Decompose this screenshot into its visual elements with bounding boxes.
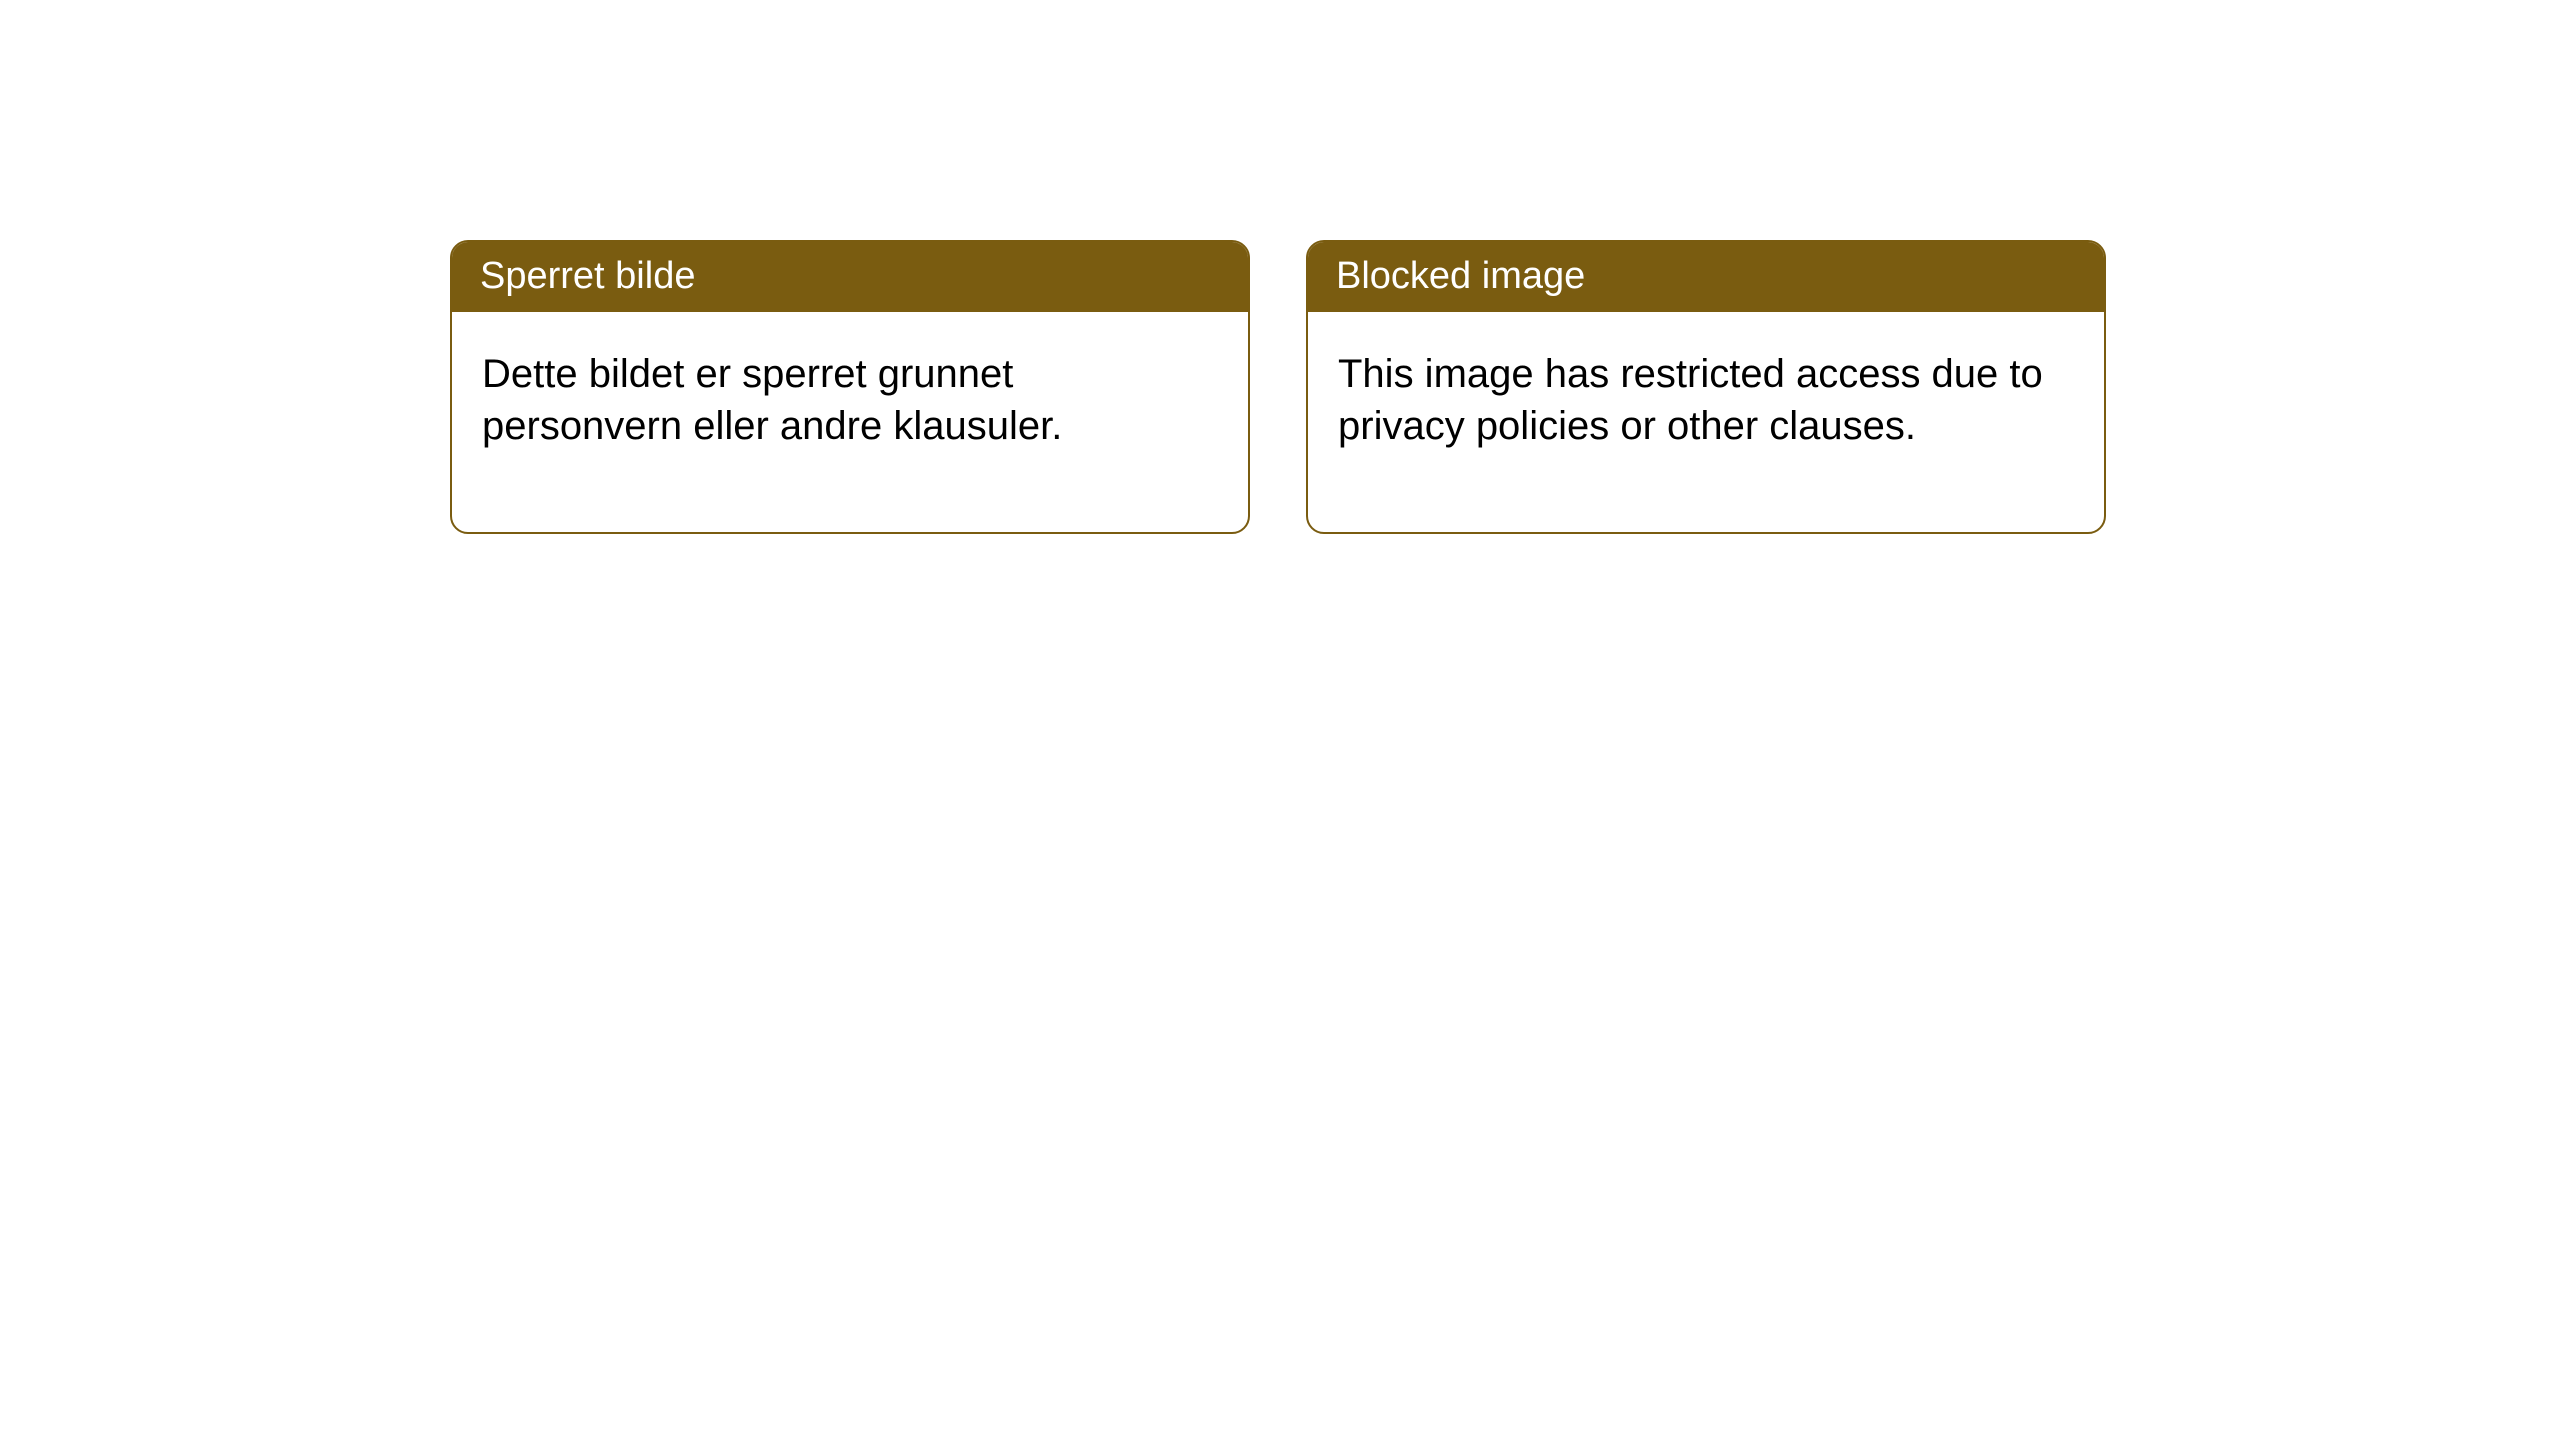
notice-container: Sperret bilde Dette bildet er sperret gr… <box>450 240 2106 534</box>
notice-card-norwegian: Sperret bilde Dette bildet er sperret gr… <box>450 240 1250 534</box>
card-header: Sperret bilde <box>452 242 1248 312</box>
notice-card-english: Blocked image This image has restricted … <box>1306 240 2106 534</box>
card-header: Blocked image <box>1308 242 2104 312</box>
card-body: This image has restricted access due to … <box>1308 312 2104 532</box>
card-body: Dette bildet er sperret grunnet personve… <box>452 312 1248 532</box>
